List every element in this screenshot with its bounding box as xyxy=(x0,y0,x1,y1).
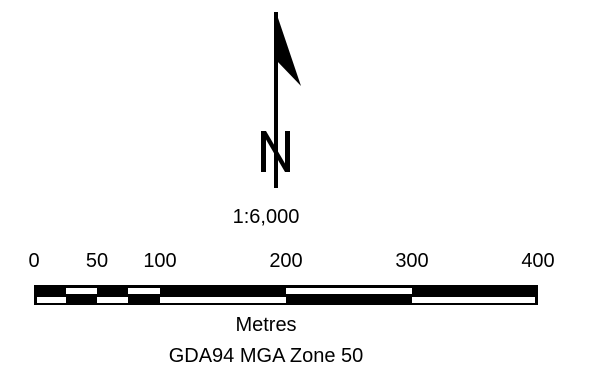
scale-tick-label: 400 xyxy=(521,250,555,272)
north-arrow-letter xyxy=(261,131,290,172)
scale-tick-label: 200 xyxy=(269,250,303,272)
north-arrow-icon xyxy=(261,12,301,188)
north-arrow-flag xyxy=(276,12,301,86)
scale-bar-segment xyxy=(412,297,535,303)
coordinate-system-label: GDA94 MGA Zone 50 xyxy=(168,345,364,367)
scale-bar-segment xyxy=(97,297,128,303)
scale-bar-segment xyxy=(66,288,97,294)
scale-tick-label: 300 xyxy=(395,250,429,272)
scale-tick-label: 50 xyxy=(85,250,109,272)
scale-tick-label: 0 xyxy=(28,250,40,272)
scale-ratio: 1:6,000 xyxy=(232,206,300,228)
scale-bar-segment xyxy=(37,297,66,303)
scale-units-label: Metres xyxy=(235,314,297,336)
scale-bar-segment xyxy=(128,288,160,294)
scale-tick-label: 100 xyxy=(143,250,177,272)
scale-bar-segment xyxy=(286,288,412,294)
scale-bar-segment xyxy=(160,297,286,303)
north-arrow-shaft xyxy=(274,12,278,188)
